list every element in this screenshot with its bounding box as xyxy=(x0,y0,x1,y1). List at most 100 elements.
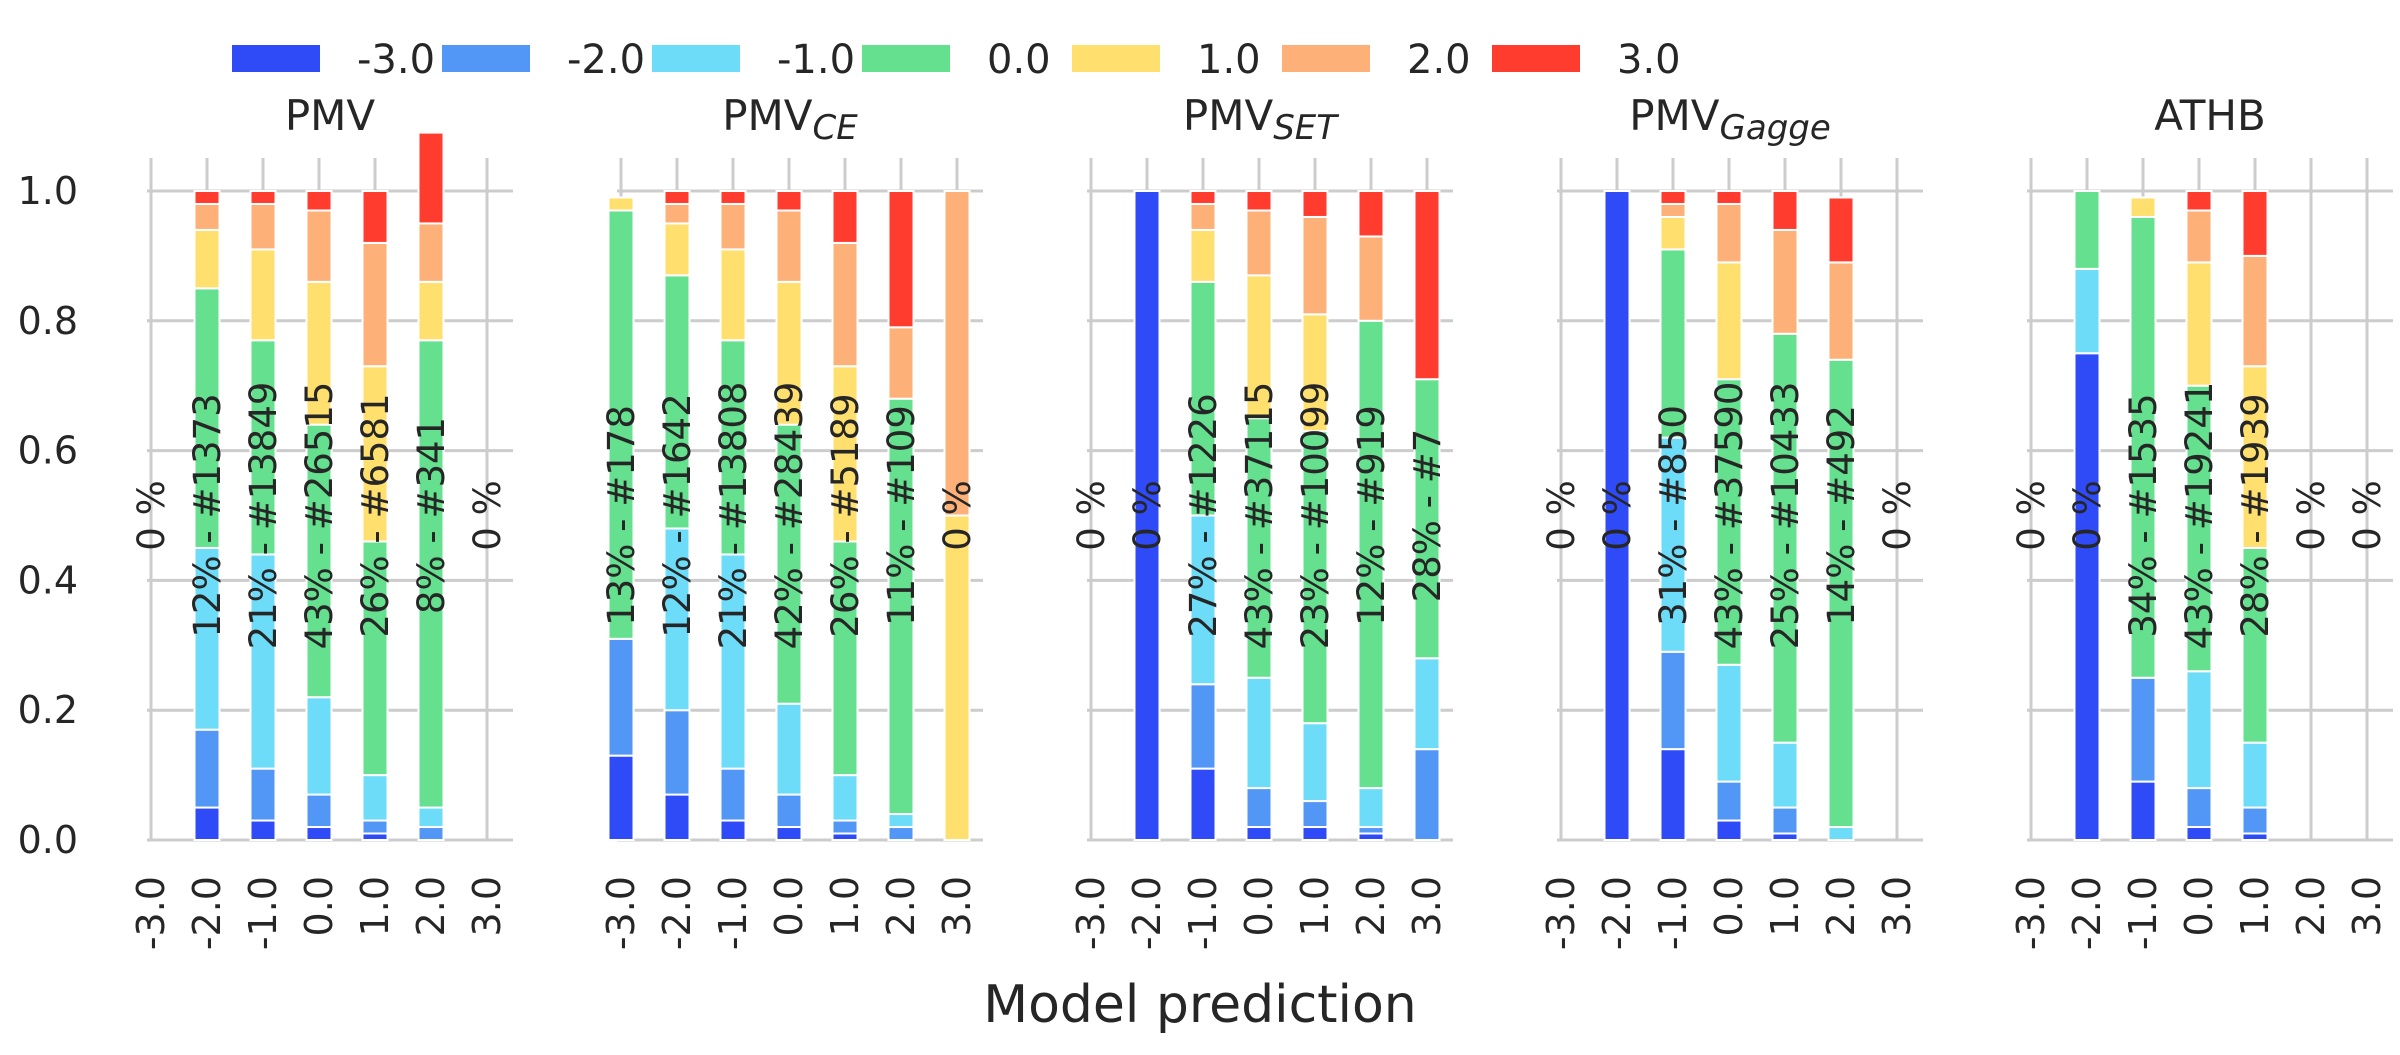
bar-segment xyxy=(1771,332,1799,744)
bar-segment xyxy=(2185,209,2213,264)
bar-segment xyxy=(1715,663,1743,783)
bar-segment xyxy=(249,190,277,205)
bar-segment xyxy=(719,819,747,842)
bar-segment xyxy=(305,190,333,212)
bar-segment xyxy=(417,280,445,342)
legend-label: 2.0 xyxy=(1407,37,1471,83)
bar-segment xyxy=(719,248,747,342)
bar-segment xyxy=(1715,190,1743,205)
x-tick-label: -2.0 xyxy=(655,876,699,950)
bar-annotation: 25% - #10433 xyxy=(1764,382,1807,650)
bar-segment xyxy=(361,365,389,543)
panel-title: PMVGagge xyxy=(1629,91,1831,148)
bar-segment xyxy=(1659,650,1687,751)
bar-annotation: 0 % xyxy=(1070,480,1113,550)
bar-annotation: 0 % xyxy=(466,480,509,550)
legend-label: 1.0 xyxy=(1197,37,1261,83)
bar-segment xyxy=(1603,190,1631,841)
bar-segment xyxy=(719,339,747,556)
bar-annotation: 12% - #1373 xyxy=(186,393,229,637)
x-tick-label: 0.0 xyxy=(1237,876,1281,936)
bar-segment xyxy=(1301,800,1329,829)
bar-segment xyxy=(663,190,691,205)
bar-annotation: 43% - #19241 xyxy=(2178,382,2221,650)
bar-segment xyxy=(1301,826,1329,842)
bar-segment xyxy=(1189,683,1217,770)
bar-segment xyxy=(361,774,389,822)
bar-segment xyxy=(2073,190,2101,270)
x-tick-label: 2.0 xyxy=(1349,876,1393,936)
bar-segment xyxy=(193,190,221,205)
bar-segment xyxy=(887,397,915,816)
bar-segment xyxy=(1413,378,1441,660)
bar-segment xyxy=(1827,358,1855,829)
bar-annotation: 0 % xyxy=(2010,480,2053,550)
bar-annotation: 21% - #13808 xyxy=(712,382,755,650)
x-tick-label: -1.0 xyxy=(1651,876,1695,950)
bar-segment xyxy=(1301,722,1329,803)
bar-segment xyxy=(1189,228,1217,283)
x-tick-label: 2.0 xyxy=(2289,876,2333,936)
bar-segment xyxy=(1827,196,1855,264)
bar-segment xyxy=(2185,190,2213,212)
bar-segment xyxy=(1133,190,1161,841)
bar-segment xyxy=(1245,209,1273,277)
x-tick-label: -2.0 xyxy=(185,876,229,950)
bar-segment xyxy=(1357,190,1385,238)
legend-label: -2.0 xyxy=(567,37,645,83)
bar-annotation: 0 % xyxy=(1540,480,1583,550)
bar-annotation: 0 % xyxy=(2066,480,2109,550)
bar-segment xyxy=(1715,819,1743,842)
bar-segment xyxy=(1245,417,1273,679)
bar-segment xyxy=(1827,261,1855,361)
bar-segment xyxy=(361,241,389,368)
x-tick-label: 1.0 xyxy=(1763,876,1807,936)
bar-segment xyxy=(1357,319,1385,790)
bar-segment xyxy=(831,540,859,777)
bar-segment xyxy=(1413,190,1441,381)
bar-segment xyxy=(2241,806,2269,835)
bar-segment xyxy=(2241,365,2269,549)
bar-annotation: 34% - #1535 xyxy=(2122,393,2165,637)
bar-segment xyxy=(887,826,915,842)
panel-title-subscript: CE xyxy=(813,108,859,148)
bar-segment xyxy=(417,222,445,283)
bar-segment xyxy=(1771,228,1799,335)
bar-annotation: 43% - #37590 xyxy=(1708,382,1751,650)
legend-swatch xyxy=(652,45,740,72)
bar-segment xyxy=(719,190,747,205)
legend-swatch xyxy=(862,45,950,72)
bar-annotation: 12% - #1642 xyxy=(656,393,699,637)
bar-segment xyxy=(775,209,803,283)
bar-segment xyxy=(2185,826,2213,842)
bar-segment xyxy=(887,190,915,329)
bar-segment xyxy=(1715,202,1743,264)
x-tick-label: 3.0 xyxy=(935,876,979,936)
x-tick-label: 1.0 xyxy=(2233,876,2277,936)
x-tick-label: 0.0 xyxy=(2177,876,2221,936)
legend-label: -3.0 xyxy=(357,37,435,83)
x-tick-label: 0.0 xyxy=(297,876,341,936)
x-tick-label: 2.0 xyxy=(879,876,923,936)
bar-segment xyxy=(2241,741,2269,809)
bar-annotation: 0 % xyxy=(130,480,173,550)
x-tick-label: -1.0 xyxy=(711,876,755,950)
bar-segment xyxy=(1189,202,1217,231)
bar-segment xyxy=(663,793,691,842)
bar-annotation: 43% - #37115 xyxy=(1238,382,1281,650)
legend-label: -1.0 xyxy=(777,37,855,83)
panel-title-subscript: SET xyxy=(1273,108,1339,148)
bar-annotation: 0 % xyxy=(1596,480,1639,550)
bar-segment xyxy=(305,209,333,283)
bar-segment xyxy=(607,754,635,842)
panel-title: PMVSET xyxy=(1183,91,1339,148)
x-tick-label: -1.0 xyxy=(1181,876,1225,950)
x-tick-label: 0.0 xyxy=(1707,876,1751,936)
x-tick-label: -3.0 xyxy=(129,876,173,950)
bar-segment xyxy=(1301,430,1329,725)
legend-swatch xyxy=(1282,45,1370,72)
bar-segment xyxy=(1659,215,1687,251)
y-tick-label: 0.2 xyxy=(18,688,78,732)
bar-segment xyxy=(2129,780,2157,842)
bar-segment xyxy=(887,813,915,829)
